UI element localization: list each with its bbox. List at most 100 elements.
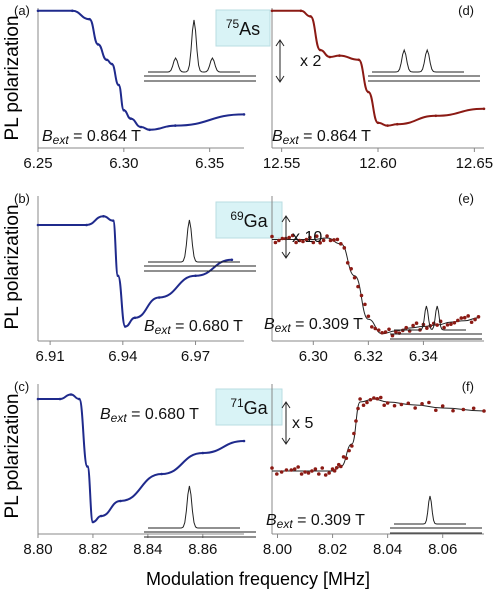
data-point bbox=[466, 314, 470, 318]
x-tick-label: 8.82 bbox=[78, 541, 107, 558]
data-point bbox=[290, 233, 295, 238]
data-point bbox=[367, 90, 370, 94]
isotope-label: 71Ga bbox=[230, 396, 268, 418]
isotope-label: 69Ga bbox=[230, 209, 268, 231]
scale-arrow-head bbox=[281, 401, 291, 409]
field-annotation: Bext = 0.309 T bbox=[266, 512, 365, 531]
x-tick-label: 12.65 bbox=[456, 155, 494, 172]
data-point bbox=[350, 444, 354, 448]
data-point bbox=[449, 322, 453, 326]
data-point bbox=[349, 266, 353, 271]
scale-arrow-head bbox=[281, 215, 291, 223]
data-point bbox=[380, 330, 384, 335]
data-point bbox=[390, 333, 395, 338]
data-point bbox=[434, 114, 438, 118]
data-point bbox=[287, 235, 292, 240]
panel-f: 8.00 8.02 8.04 8.06 (f) Bext = 0.309 T x 5 bbox=[263, 379, 486, 558]
inset-lineshape bbox=[148, 219, 240, 263]
data-point bbox=[110, 62, 114, 66]
data-point bbox=[413, 406, 417, 410]
inset-lineshape bbox=[148, 19, 240, 73]
panel-d: 12.55 12.60 12.65 (d) Bext = 0.864 T x 2 bbox=[263, 3, 493, 172]
data-point bbox=[352, 275, 357, 280]
isotope-box bbox=[215, 9, 271, 47]
scale-arrow-head bbox=[281, 251, 291, 259]
data-point bbox=[345, 261, 350, 265]
y-axis-label-row-c: PL polarization bbox=[2, 394, 23, 519]
data-point bbox=[376, 328, 381, 332]
y-axis-label-row-b: PL polarization bbox=[2, 205, 23, 330]
series-line bbox=[37, 9, 245, 131]
field-annotation: Bext = 0.309 T bbox=[264, 316, 363, 335]
data-point bbox=[420, 401, 424, 406]
x-tick-label: 12.55 bbox=[263, 155, 301, 172]
data-point bbox=[341, 455, 346, 459]
data-point bbox=[292, 467, 297, 471]
data-point bbox=[230, 258, 234, 262]
data-point bbox=[370, 325, 374, 329]
data-point bbox=[411, 323, 415, 328]
data-point bbox=[69, 393, 73, 396]
data-point bbox=[160, 472, 163, 476]
data-point bbox=[386, 124, 389, 127]
data-point bbox=[427, 400, 431, 405]
data-point bbox=[459, 316, 464, 320]
x-tick-label: 6.30 bbox=[109, 155, 138, 172]
x-tick-label: 8.06 bbox=[428, 541, 457, 558]
x-tick-label: 8.84 bbox=[133, 541, 162, 558]
data-point bbox=[392, 403, 397, 408]
data-point bbox=[361, 403, 366, 408]
data-point bbox=[280, 236, 285, 241]
data-point bbox=[284, 468, 289, 472]
data-point bbox=[122, 108, 126, 112]
data-point bbox=[366, 314, 371, 319]
data-point bbox=[373, 326, 378, 331]
data-point bbox=[356, 284, 360, 289]
inset-lineshape bbox=[394, 495, 466, 525]
data-point bbox=[363, 302, 367, 307]
x-tick-label: 6.35 bbox=[195, 155, 224, 172]
data-point bbox=[309, 15, 312, 18]
data-point bbox=[414, 321, 419, 326]
data-point bbox=[299, 472, 304, 476]
data-point bbox=[275, 472, 279, 476]
data-point bbox=[461, 407, 466, 412]
data-point bbox=[482, 409, 486, 413]
data-point bbox=[85, 223, 88, 227]
data-point bbox=[116, 274, 120, 278]
x-tick-label: 8.02 bbox=[318, 541, 347, 558]
data-point bbox=[317, 472, 321, 476]
data-point bbox=[382, 403, 386, 408]
data-point bbox=[359, 293, 364, 298]
panel-label: (f) bbox=[462, 379, 474, 394]
data-point bbox=[277, 238, 281, 243]
field-annotation: Bext = 0.864 T bbox=[42, 128, 141, 147]
data-point bbox=[356, 406, 360, 411]
data-point bbox=[404, 325, 409, 330]
data-point bbox=[332, 238, 336, 242]
x-tick-label: 6.94 bbox=[108, 348, 137, 365]
data-point bbox=[105, 58, 108, 62]
data-point bbox=[279, 470, 284, 474]
data-point bbox=[304, 237, 309, 242]
panel-c: 8.80 8.82 8.84 8.86 (c) Bext = 0.680 T 71Ga bbox=[14, 379, 283, 558]
data-point bbox=[323, 473, 328, 477]
data-point bbox=[96, 43, 100, 46]
data-point bbox=[297, 238, 302, 243]
data-point bbox=[339, 242, 343, 246]
field-annotation: Bext = 0.680 T bbox=[144, 318, 243, 337]
data-point bbox=[344, 456, 349, 461]
isotope-box bbox=[215, 201, 283, 239]
data-point bbox=[296, 465, 300, 469]
scale-arrow-head bbox=[275, 39, 285, 47]
x-tick-label: 6.25 bbox=[23, 155, 52, 172]
x-tick-label: 6.32 bbox=[354, 348, 383, 365]
data-point bbox=[452, 320, 457, 325]
data-point bbox=[270, 234, 274, 239]
data-point bbox=[294, 240, 298, 245]
data-point bbox=[383, 330, 388, 334]
inset-lineshape bbox=[394, 305, 466, 331]
panel-b: 6.91 6.94 6.97 (b) Bext = 0.680 T 69Ga bbox=[14, 191, 283, 365]
series-line bbox=[37, 215, 232, 328]
